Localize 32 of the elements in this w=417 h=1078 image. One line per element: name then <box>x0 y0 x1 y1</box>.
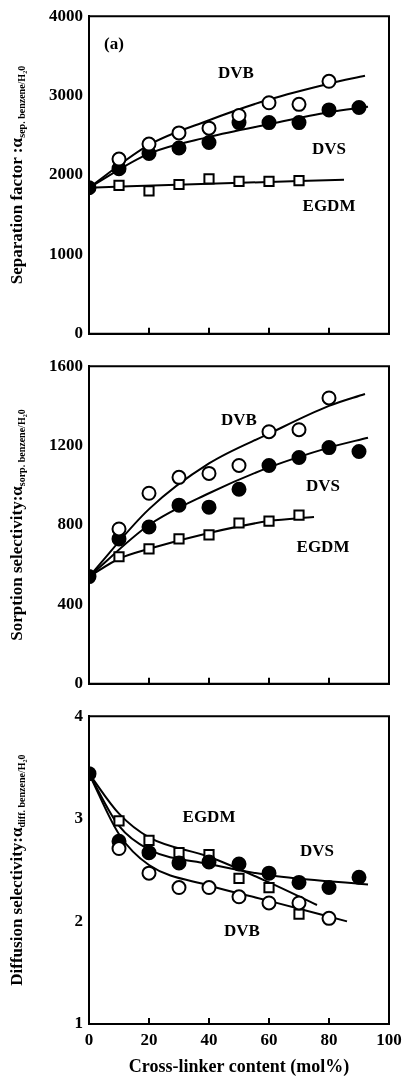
series-label: DVS <box>311 138 347 158</box>
x-axis-title: Cross-linker content (mol%) <box>128 1055 350 1077</box>
series-label: EGDM <box>302 196 356 216</box>
x-tick-label: 60 <box>260 1029 278 1049</box>
y-tick-label: 4000 <box>49 5 83 25</box>
y-tick-label: 0 <box>74 323 83 343</box>
y-tick-label: 800 <box>57 514 83 534</box>
y-tick-label: 2000 <box>49 164 83 184</box>
y-tick-label: 400 <box>57 593 83 613</box>
series-label: EGDM <box>182 807 236 827</box>
x-tick-label: 40 <box>200 1029 218 1049</box>
y-tick-label: 1 <box>74 1013 83 1033</box>
x-tick-label: 20 <box>140 1029 158 1049</box>
y-tick-label: 1200 <box>49 434 83 454</box>
x-tick-label: 100 <box>376 1029 402 1049</box>
series-label: DVB <box>218 62 254 82</box>
series-label: DVS <box>299 841 335 861</box>
y-tick-label: 0 <box>74 673 83 693</box>
series-label: DVB <box>221 409 257 429</box>
y-axis-title: Separation factor :αsep. benzene/H₂0 <box>7 65 27 285</box>
series-label: DVB <box>224 921 260 941</box>
series-label: EGDM <box>296 536 350 556</box>
annotation: (a) <box>104 33 124 53</box>
y-tick-label: 3 <box>74 808 83 828</box>
y-tick-label: 1600 <box>49 355 83 375</box>
x-tick-label: 80 <box>320 1029 338 1049</box>
y-tick-label: 2 <box>74 910 83 930</box>
y-tick-label: 4 <box>74 705 84 725</box>
y-tick-label: 1000 <box>49 243 83 263</box>
series-label: DVS <box>305 476 341 496</box>
y-tick-label: 3000 <box>49 84 83 104</box>
y-axis-title: Sorption selectivity:αsorp. benzene/H₂0 <box>7 409 27 641</box>
